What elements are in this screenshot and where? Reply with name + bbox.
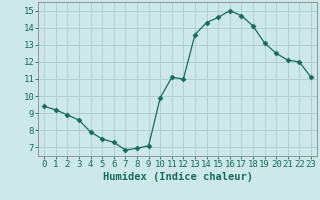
X-axis label: Humidex (Indice chaleur): Humidex (Indice chaleur)	[103, 172, 252, 182]
